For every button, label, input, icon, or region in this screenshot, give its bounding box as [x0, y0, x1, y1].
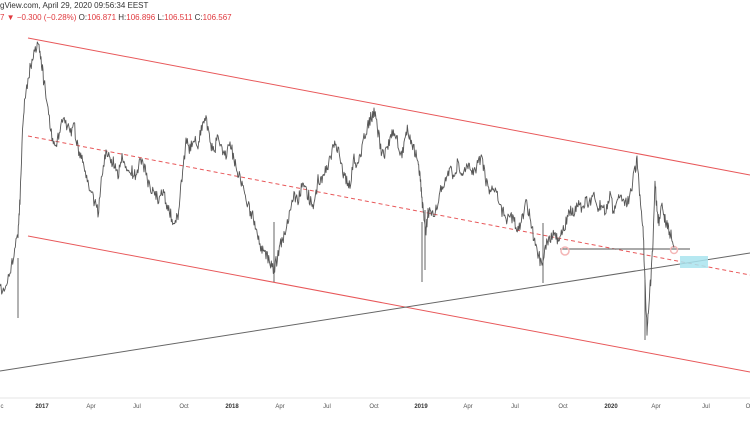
close-label: C:	[194, 13, 203, 22]
highlight-box	[680, 256, 708, 268]
x-tick-label: Apr	[86, 404, 95, 410]
low-value: 106.511	[164, 13, 193, 22]
x-tick-label: 2018	[225, 404, 239, 410]
change-prefix: 7 ▼	[0, 13, 15, 22]
source-date-text: gView.com, April 29, 2020 09:56:34 EEST	[0, 1, 149, 10]
x-tick-label: Apr	[651, 404, 660, 410]
x-tick-label: Jul	[133, 404, 141, 410]
price-line	[0, 41, 675, 336]
ohlc-readout: 7 ▼ −0.300 (−0.28%) O:106.871 H:106.896 …	[0, 12, 232, 26]
marker-circle-left	[560, 246, 570, 256]
low-label: L:	[157, 13, 165, 22]
open-value: 106.871	[87, 13, 117, 22]
chart-header: gView.com, April 29, 2020 09:56:34 EEST	[0, 0, 148, 14]
support-trendline	[0, 252, 750, 372]
x-tick-label: Oct	[558, 404, 568, 410]
x-tick-label: Jul	[323, 404, 331, 410]
price-series-layer	[0, 41, 675, 340]
channel-upper-line	[27, 37, 750, 176]
x-tick-label: 2019	[414, 404, 428, 410]
close-value: 106.567	[202, 13, 232, 22]
x-tick-label: Oct	[369, 404, 379, 410]
channel-lower-line	[27, 235, 750, 373]
x-tick-label: Apr	[275, 404, 284, 410]
x-tick-label: 2017	[35, 404, 49, 410]
x-axis: c 2017 Apr Jul Oct 2018 Apr Jul Oct 2019 Apr Jul Oct…	[1, 404, 750, 410]
channel-middle-line	[27, 135, 750, 276]
x-tick-label: Jul	[702, 404, 710, 410]
high-value: 106.896	[126, 13, 156, 22]
x-tick-label: 2020	[604, 404, 618, 410]
x-tick-label: Apr	[463, 404, 472, 410]
change-value: −0.300 (−0.28%)	[16, 13, 77, 22]
x-tick-label: O	[746, 404, 750, 410]
open-label: O:	[78, 13, 88, 22]
x-tick-label: Jul	[511, 404, 519, 410]
drawings-layer	[0, 37, 750, 373]
x-tick-label: Oct	[179, 404, 189, 410]
high-label: H:	[118, 13, 127, 22]
x-tick-label: c	[1, 404, 4, 410]
